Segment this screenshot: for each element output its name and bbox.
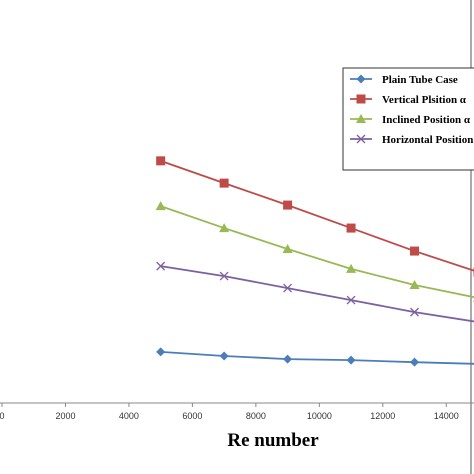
marker: [356, 134, 366, 144]
x-tick-label: 10000: [307, 411, 332, 421]
legend-label: Inclined Position α: [382, 114, 471, 126]
x-tick-label: 8000: [246, 411, 266, 421]
marker: [155, 201, 166, 211]
marker: [409, 280, 420, 290]
series-line: [160, 159, 474, 272]
x-tick-label: 2000: [55, 411, 75, 421]
marker: [156, 261, 166, 271]
x-axis-label: Re number: [227, 430, 319, 451]
series-line: [160, 205, 474, 299]
marker: [346, 295, 356, 305]
marker: [219, 223, 230, 233]
marker: [356, 114, 366, 123]
marker: [283, 354, 293, 364]
legend: Plain Tube Case Vertical Plsition α Inclin…: [342, 67, 474, 171]
x-tick-label: 0: [0, 411, 5, 421]
marker: [156, 156, 166, 166]
marker: [219, 178, 229, 188]
series-line: [160, 350, 474, 365]
marker: [219, 271, 229, 281]
marker: [410, 307, 419, 317]
marker: [283, 200, 293, 210]
x-tick-label: 12000: [370, 411, 395, 421]
marker: [219, 351, 229, 361]
legend-label: Vertical Plsition α: [382, 94, 467, 106]
marker: [156, 347, 166, 357]
marker: [346, 263, 357, 273]
marker: [356, 94, 366, 104]
legend-label: Horizontal Position: [382, 134, 473, 146]
marker: [410, 357, 420, 367]
marker: [283, 283, 293, 293]
x-tick-label: 4000: [119, 411, 139, 421]
marker: [356, 74, 366, 84]
marker: [410, 246, 420, 256]
marker: [282, 243, 293, 253]
marker: [346, 355, 356, 365]
series-line: [160, 265, 474, 323]
x-tick-label: 6000: [182, 411, 202, 421]
marker: [346, 223, 356, 233]
x-tick-label: 14000: [434, 411, 459, 421]
plot-area: [155, 156, 474, 367]
legend-label: Plain Tube Case: [382, 74, 458, 86]
